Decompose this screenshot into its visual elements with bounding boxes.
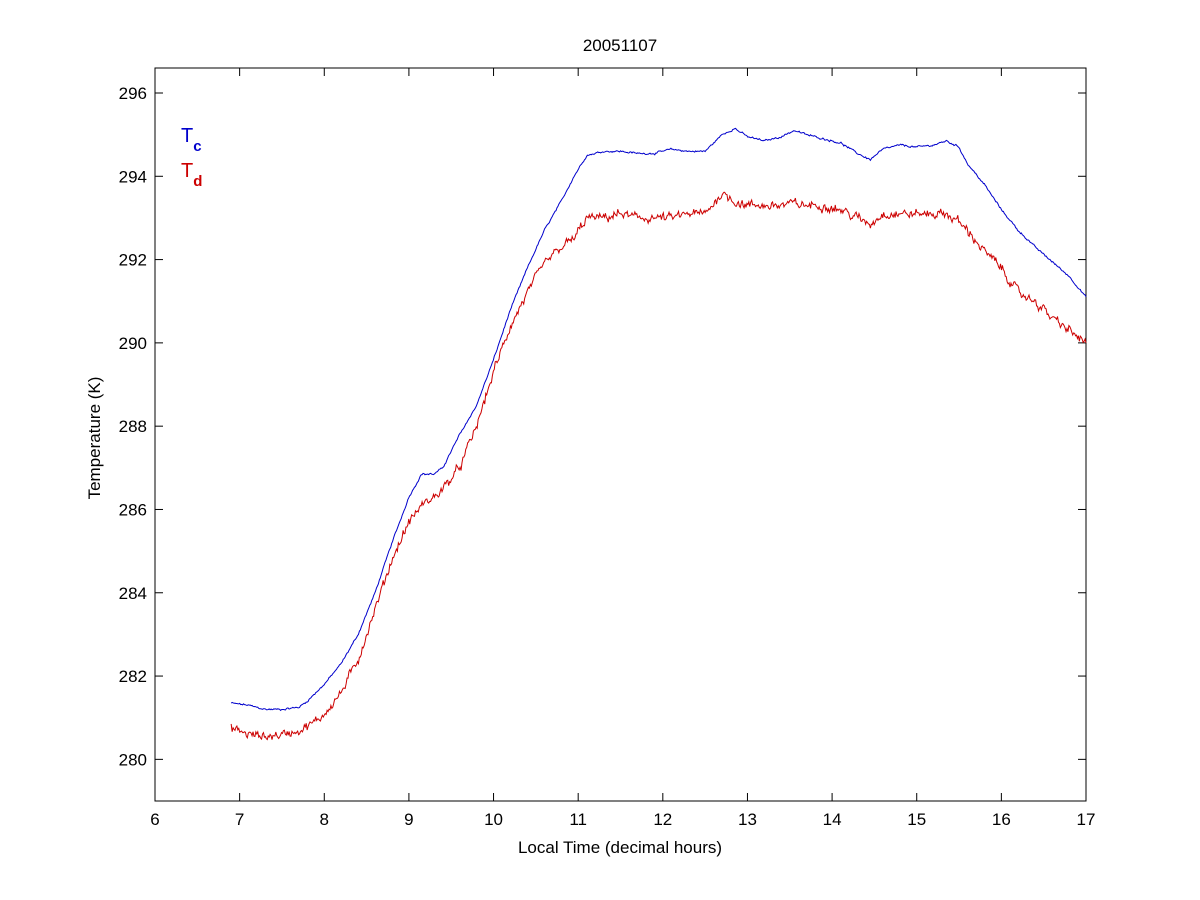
y-tick-label: 282	[119, 667, 147, 686]
y-tick-label: 286	[119, 500, 147, 519]
series-line-Td	[230, 191, 1087, 741]
y-tick-label: 288	[119, 417, 147, 436]
x-axis: 6 7 8 9 10 11 12 13 14 15 16 17	[150, 68, 1095, 829]
x-tick-label: 16	[992, 810, 1011, 829]
x-tick-label: 8	[320, 810, 329, 829]
x-tick-label: 15	[907, 810, 926, 829]
y-tick-label: 292	[119, 251, 147, 270]
x-tick-label: 9	[404, 810, 413, 829]
y-axis-label: Temperature (K)	[85, 377, 104, 500]
x-tick-label: 6	[150, 810, 159, 829]
x-tick-label: 17	[1077, 810, 1096, 829]
y-tick-label: 284	[119, 584, 147, 603]
y-tick-label: 294	[119, 167, 147, 186]
x-tick-label: 13	[738, 810, 757, 829]
x-axis-label: Local Time (decimal hours)	[518, 838, 722, 857]
plot-frame	[154, 67, 1087, 802]
x-tick-label: 7	[235, 810, 244, 829]
y-tick-label: 296	[119, 84, 147, 103]
series-line-Tc	[230, 127, 1087, 712]
x-tick-label: 11	[569, 810, 587, 829]
x-tick-label: 14	[823, 810, 842, 829]
x-tick-label: 12	[653, 810, 672, 829]
plot-area	[154, 67, 1087, 802]
x-tick-label: 10	[484, 810, 503, 829]
chart-title: 20051107	[583, 36, 657, 55]
y-axis: 280 282 284 286 288 290 292 294 296	[119, 84, 1086, 769]
series-layer	[230, 127, 1087, 741]
y-tick-label: 290	[119, 334, 147, 353]
y-tick-label: 280	[119, 750, 147, 769]
